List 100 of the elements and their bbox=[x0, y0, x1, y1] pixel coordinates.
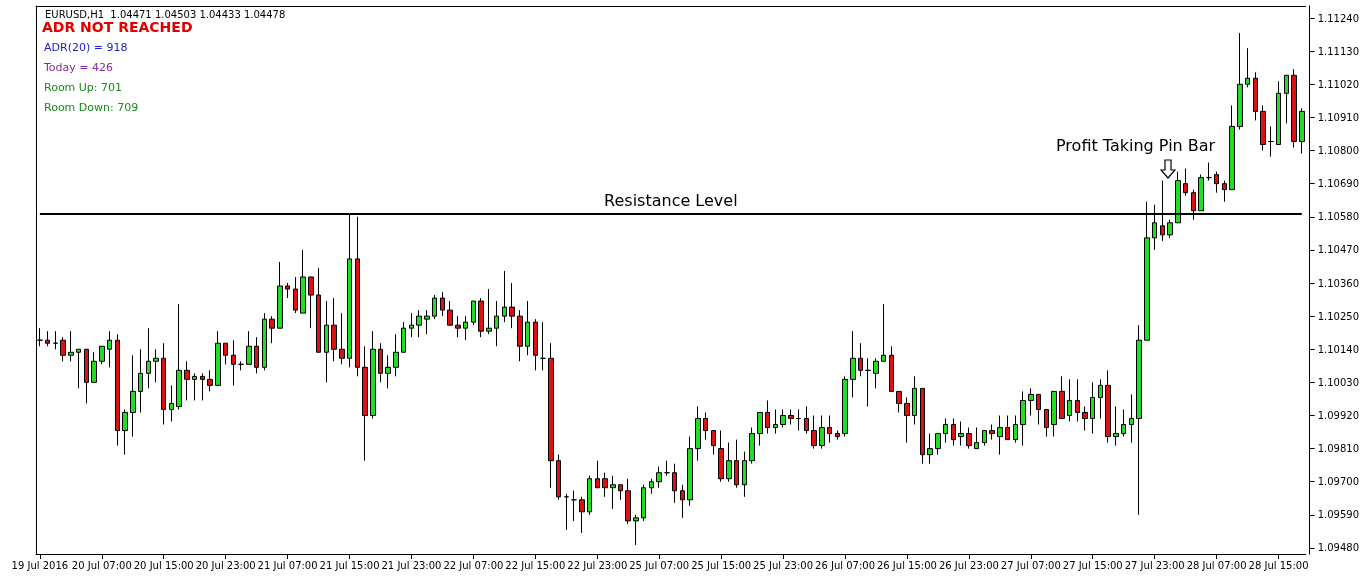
candlestick bbox=[641, 484, 646, 522]
x-tick-label: 20 Jul 07:00 bbox=[71, 559, 132, 571]
candlestick bbox=[115, 333, 120, 447]
y-tick-label: 1.09700 bbox=[1317, 476, 1360, 488]
candlestick bbox=[1291, 68, 1297, 149]
annotation: Room Down: 709 bbox=[44, 101, 139, 114]
annotation: Today = 426 bbox=[44, 61, 114, 74]
candlestick bbox=[548, 342, 554, 489]
candlestick bbox=[587, 475, 592, 516]
candlestick bbox=[881, 303, 886, 362]
y-tick-label: 1.10030 bbox=[1317, 376, 1360, 388]
candlestick bbox=[471, 300, 476, 326]
candlestick bbox=[602, 472, 608, 498]
candlestick bbox=[912, 375, 917, 426]
candlestick bbox=[1051, 390, 1057, 438]
candlestick bbox=[153, 348, 159, 383]
candlestick bbox=[432, 294, 437, 320]
y-tick-label: 1.10250 bbox=[1317, 310, 1360, 322]
candlestick bbox=[935, 433, 941, 456]
candlestick bbox=[502, 270, 507, 323]
x-tick-label: 22 Jul 15:00 bbox=[505, 559, 566, 571]
candlestick bbox=[966, 427, 972, 450]
y-tick-label: 1.10690 bbox=[1317, 178, 1360, 190]
candlestick bbox=[1299, 107, 1305, 155]
candlestick bbox=[556, 454, 561, 501]
y-tick-label: 1.10360 bbox=[1317, 277, 1360, 289]
candlestick bbox=[1028, 387, 1034, 416]
candlestick bbox=[773, 408, 778, 435]
candlestick bbox=[478, 297, 484, 338]
candlestick bbox=[1198, 174, 1204, 212]
y-tick-label: 1.10800 bbox=[1317, 145, 1360, 157]
candlestick bbox=[571, 490, 577, 522]
candlestick bbox=[649, 478, 654, 495]
candlestick bbox=[169, 384, 174, 423]
candlestick bbox=[393, 333, 399, 377]
candlestick bbox=[1167, 219, 1173, 239]
candlestick bbox=[1276, 80, 1281, 146]
candlestick bbox=[1129, 393, 1134, 444]
candlestick bbox=[564, 493, 569, 531]
y-tick-label: 1.09810 bbox=[1317, 443, 1360, 455]
candlestick bbox=[711, 430, 716, 456]
candlestick bbox=[904, 396, 910, 444]
candlestick bbox=[943, 418, 948, 444]
candlestick bbox=[378, 342, 383, 383]
candlestick bbox=[780, 408, 786, 429]
x-tick-label: 22 Jul 23:00 bbox=[567, 559, 628, 571]
candlestick bbox=[1136, 324, 1142, 516]
candlestick bbox=[835, 430, 840, 441]
ref-line-label: Resistance Level bbox=[604, 191, 738, 211]
candlestick bbox=[703, 411, 708, 441]
candlestick bbox=[447, 300, 453, 326]
candlestick bbox=[1059, 375, 1065, 420]
candlestick bbox=[231, 339, 236, 386]
candlestick bbox=[1098, 378, 1103, 420]
candlestick bbox=[509, 282, 515, 329]
candlestick bbox=[850, 330, 856, 398]
candlestick bbox=[1222, 180, 1227, 203]
candlestick bbox=[45, 330, 50, 347]
y-tick-label: 1.11130 bbox=[1317, 45, 1360, 57]
candlestick bbox=[262, 312, 267, 371]
candlestick bbox=[91, 351, 97, 383]
candlestick bbox=[200, 372, 205, 401]
candlestick bbox=[463, 315, 468, 341]
candlestick bbox=[889, 345, 894, 392]
candlestick bbox=[974, 427, 979, 450]
candlestick bbox=[1013, 414, 1018, 444]
candlestick bbox=[1206, 162, 1212, 182]
x-tick-label: 20 Jul 15:00 bbox=[133, 559, 194, 571]
candlestick bbox=[223, 342, 228, 365]
annotation: Profit Taking Pin Bar bbox=[1056, 136, 1216, 155]
x-tick-label: 21 Jul 15:00 bbox=[319, 559, 380, 571]
x-tick-label: 28 Jul 15:00 bbox=[1248, 559, 1309, 571]
x-tick-label: 22 Jul 07:00 bbox=[443, 559, 504, 571]
candlestick bbox=[339, 312, 345, 365]
y-tick-label: 1.10140 bbox=[1317, 343, 1360, 355]
candlestick bbox=[927, 433, 933, 465]
y-tick-label: 1.10470 bbox=[1317, 244, 1360, 256]
y-tick-label: 1.11020 bbox=[1317, 78, 1360, 90]
candlestick bbox=[858, 342, 863, 377]
candlestick bbox=[300, 249, 306, 314]
candlestick bbox=[1214, 171, 1219, 194]
candlestick bbox=[409, 312, 414, 338]
candlestick bbox=[610, 475, 616, 510]
candlestick bbox=[618, 484, 623, 501]
candlestick bbox=[331, 297, 337, 362]
candlestick bbox=[1260, 104, 1266, 152]
x-tick-label: 28 Jul 07:00 bbox=[1186, 559, 1247, 571]
candlestick bbox=[486, 288, 492, 335]
candlestick bbox=[1082, 405, 1088, 432]
candlestick bbox=[130, 354, 136, 438]
candlestick bbox=[633, 514, 639, 546]
annotation: Room Up: 701 bbox=[44, 81, 123, 94]
candlestick bbox=[1245, 47, 1250, 88]
candlestick bbox=[1036, 393, 1041, 426]
candlestick bbox=[1044, 408, 1049, 438]
annotation: ADR NOT REACHED bbox=[42, 19, 193, 35]
x-tick-label: 25 Jul 23:00 bbox=[753, 559, 814, 571]
candlestick bbox=[385, 354, 391, 389]
candlestick bbox=[277, 261, 283, 329]
candlestick bbox=[440, 291, 445, 317]
